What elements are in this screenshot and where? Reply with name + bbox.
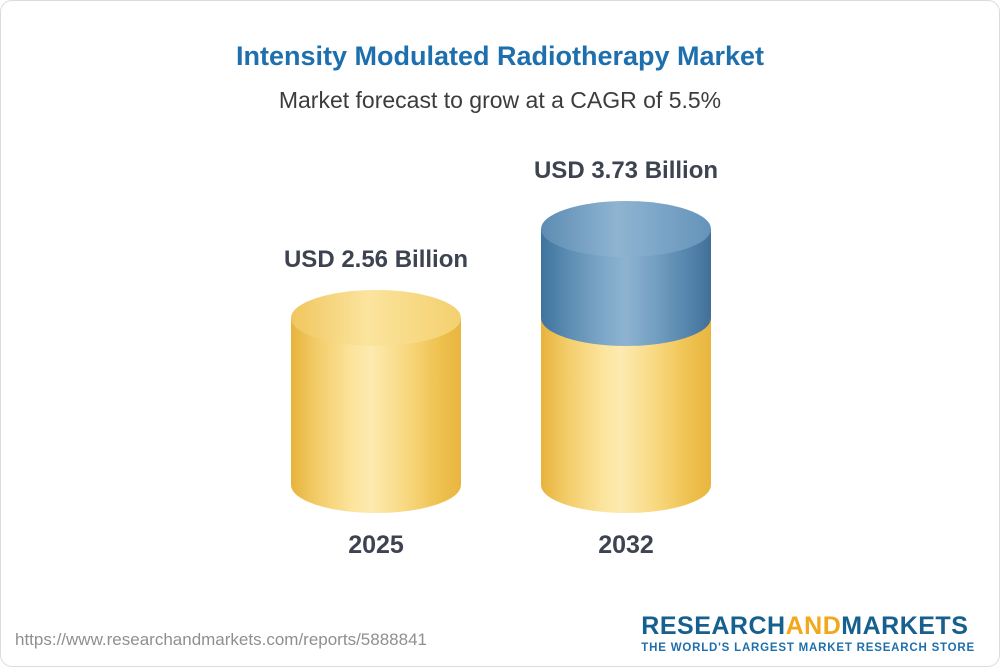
value-label-2025: USD 2.56 Billion [283, 246, 469, 274]
logo-word-markets: MARKETS [841, 611, 969, 640]
bar-2032-cylinder-top-ellipse [541, 201, 711, 257]
source-url[interactable]: https://www.researchandmarkets.com/repor… [15, 630, 427, 649]
value-label-2032: USD 3.73 Billion [533, 157, 719, 184]
bar-2025-cylinder-top-ellipse [291, 290, 461, 347]
logo-word-and: AND [785, 611, 842, 640]
bar-2025-cylinder-body [291, 318, 461, 513]
logo-wordmark: RESEARCHANDMARKETS [641, 613, 975, 639]
x-label-2032: 2032 [598, 531, 654, 559]
bar-2032-base-segment [541, 318, 711, 513]
chart-title: Intensity Modulated Radiotherapy Market [235, 41, 765, 71]
research-and-markets-logo: RESEARCHANDMARKETS THE WORLD'S LARGEST M… [641, 613, 975, 654]
x-label-2025: 2025 [348, 531, 404, 559]
logo-tagline: THE WORLD'S LARGEST MARKET RESEARCH STOR… [641, 642, 975, 654]
chart-subtitle: Market forecast to grow at a CAGR of 5.5… [278, 87, 722, 113]
logo-word-research: RESEARCH [641, 611, 786, 640]
